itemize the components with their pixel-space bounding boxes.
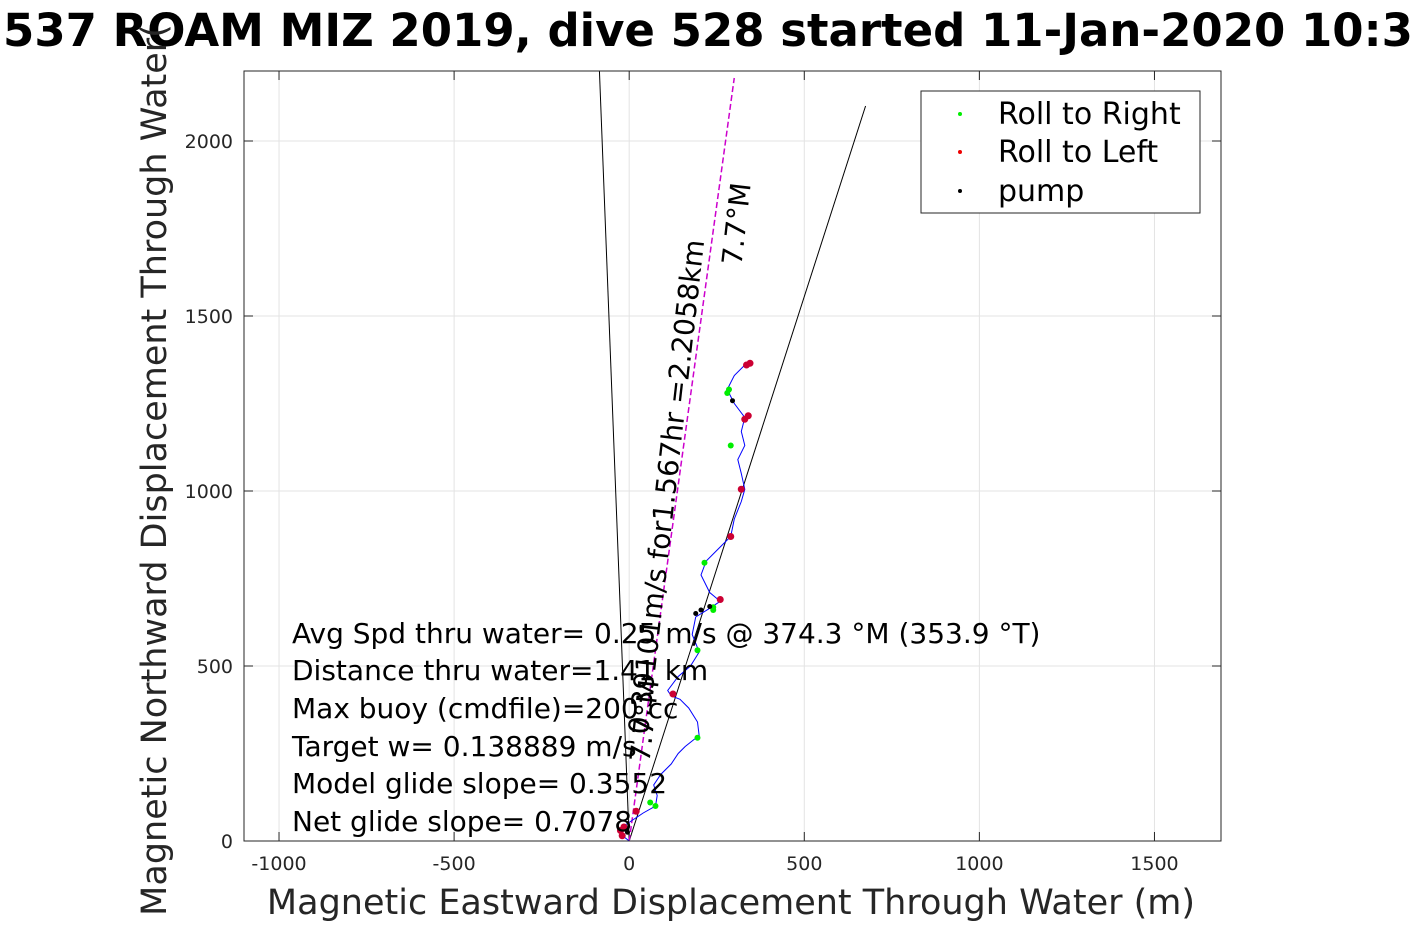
x-tick-label: 500 [786,853,822,875]
reference-lines [598,70,867,842]
legend-marker-pump [958,189,962,193]
roll-right-point [694,734,701,741]
y-tick-label: 1500 [185,306,233,328]
roll-left-point [727,533,735,540]
x-tick-label: -500 [433,853,476,875]
roll-right-point [724,390,731,396]
pump-point [730,398,735,404]
pump-point [707,604,713,609]
chart-title: 537 ROAM MIZ 2019, dive 528 started 11-J… [3,4,1413,57]
track-line [619,361,753,842]
legend: Roll to Right Roll to Left pump [920,90,1201,214]
x-tick-label: -1000 [251,853,306,875]
roll-right-point [652,803,659,809]
roll-points [616,359,754,840]
annotation-line: Target w= 0.138889 m/s [291,730,637,763]
pump-point [624,829,630,835]
annotation-line: Model glide slope= 0.3552 [292,767,667,800]
x-tick-label: 1500 [1130,853,1178,875]
pump-point [698,607,704,613]
legend-marker-roll-right [958,112,962,116]
y-tick-label: 2000 [185,131,233,153]
x-tick-label: 0 [623,853,635,875]
roll-right-point [727,442,734,449]
y-tick-label: 1000 [185,481,233,503]
roll-left-point [632,807,640,815]
annotation-line: Distance thru water=1.41 km [292,654,708,687]
heading-line [628,105,867,842]
roll-left-point [743,361,751,369]
y-tick-labels: 0 500 1000 1500 2000 [185,131,233,853]
x-tick-label: 1000 [955,853,1003,875]
y-axis-label: Magnetic Northward Displacement Through … [135,24,175,916]
plot-frame [243,70,1222,842]
y-tick-label: 0 [221,831,233,853]
legend-label-roll-right: Roll to Right [998,97,1181,132]
legend-label-roll-left: Roll to Left [998,135,1158,170]
roll-right-point [694,647,701,654]
roll-left-point [669,690,677,698]
current-line [598,70,630,842]
annotation-line: Max buoy (cmdfile)=200 cc [292,692,678,725]
x-axis-label: Magnetic Eastward Displacement Through W… [267,883,1195,923]
legend-marker-roll-left [958,150,962,154]
legend-label-pump: pump [998,174,1084,209]
roll-right-point [701,559,708,566]
roll-right-point [647,799,654,806]
legend-box [920,90,1201,214]
roll-left-point [620,823,628,831]
x-tick-labels: -1000 -500 0 500 1000 1500 [251,853,1178,875]
glider-track [619,361,753,842]
pump-point [693,611,699,616]
roll-left-point [716,596,724,603]
roll-left-point [737,485,745,493]
annotation-line: Net glide slope= 0.7078 [292,805,632,838]
roll-left-point [618,832,626,840]
annotation-line: Avg Spd thru water= 0.25 m/s @ 374.3 °M … [292,617,1040,650]
vector-line [628,77,735,842]
y-tick-label: 500 [197,656,233,678]
roll-left-point [744,412,752,420]
annotation-block: Avg Spd thru water= 0.25 m/s @ 374.3 °M … [291,617,1040,838]
